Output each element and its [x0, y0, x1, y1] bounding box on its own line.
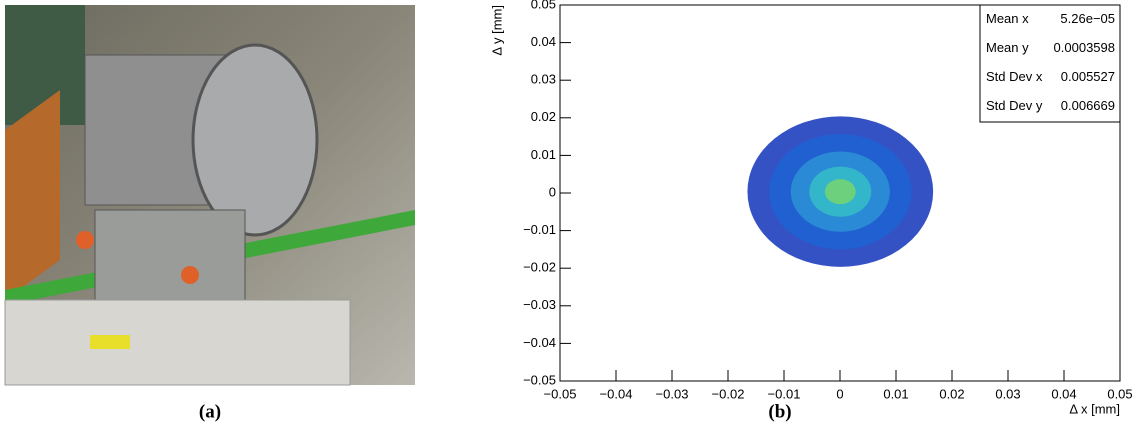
- density-contour: [824, 179, 856, 205]
- y-tick-label: −0.02: [523, 260, 556, 275]
- knob: [76, 231, 94, 249]
- vessel-lid: [191, 43, 319, 237]
- y-tick-label: −0.05: [523, 372, 556, 387]
- y-axis-title: Δ y [mm]: [489, 5, 504, 56]
- x-tick-label: −0.02: [712, 386, 745, 401]
- orange-panel: [5, 90, 60, 300]
- y-tick-label: 0.01: [531, 147, 556, 162]
- y-tick-label: −0.04: [523, 335, 556, 350]
- y-tick-label: 0.02: [531, 109, 556, 124]
- x-tick-label: 0.02: [939, 386, 964, 401]
- photo-caption: (a): [199, 401, 221, 422]
- x-tick-label: −0.03: [656, 386, 689, 401]
- y-tick-label: 0: [549, 184, 556, 199]
- stats-name: Mean x: [986, 11, 1029, 26]
- x-tick-label: −0.04: [600, 386, 633, 401]
- y-tick-label: 0.05: [531, 0, 556, 11]
- x-tick-label: −0.05: [544, 386, 577, 401]
- base: [4, 299, 351, 386]
- x-tick-label: 0.04: [1051, 386, 1076, 401]
- y-tick-label: −0.01: [523, 222, 556, 237]
- stats-name: Std Dev x: [986, 69, 1043, 84]
- stats-value: 0.006669: [1061, 98, 1115, 113]
- chart-caption: (b): [768, 401, 791, 422]
- x-axis-title: Δ x [mm]: [1069, 401, 1120, 416]
- photo: [4, 5, 415, 386]
- x-tick-label: −0.01: [768, 386, 801, 401]
- stats-box: [979, 4, 1121, 123]
- stats-name: Mean y: [986, 40, 1029, 55]
- y-tick-label: −0.03: [523, 297, 556, 312]
- stats-name: Std Dev y: [986, 98, 1043, 113]
- label-sticker: [90, 335, 130, 349]
- x-tick-label: 0.03: [995, 386, 1020, 401]
- stats-value: 0.005527: [1061, 69, 1115, 84]
- knob: [181, 266, 199, 284]
- y-tick-label: 0.04: [531, 34, 556, 49]
- x-tick-label: 0.01: [883, 386, 908, 401]
- stats-value: 0.0003598: [1054, 40, 1115, 55]
- x-tick-label: 0.05: [1107, 386, 1132, 401]
- y-tick-label: 0.03: [531, 72, 556, 87]
- stats-value: 5.26e−05: [1060, 11, 1115, 26]
- x-tick-label: 0: [836, 386, 843, 401]
